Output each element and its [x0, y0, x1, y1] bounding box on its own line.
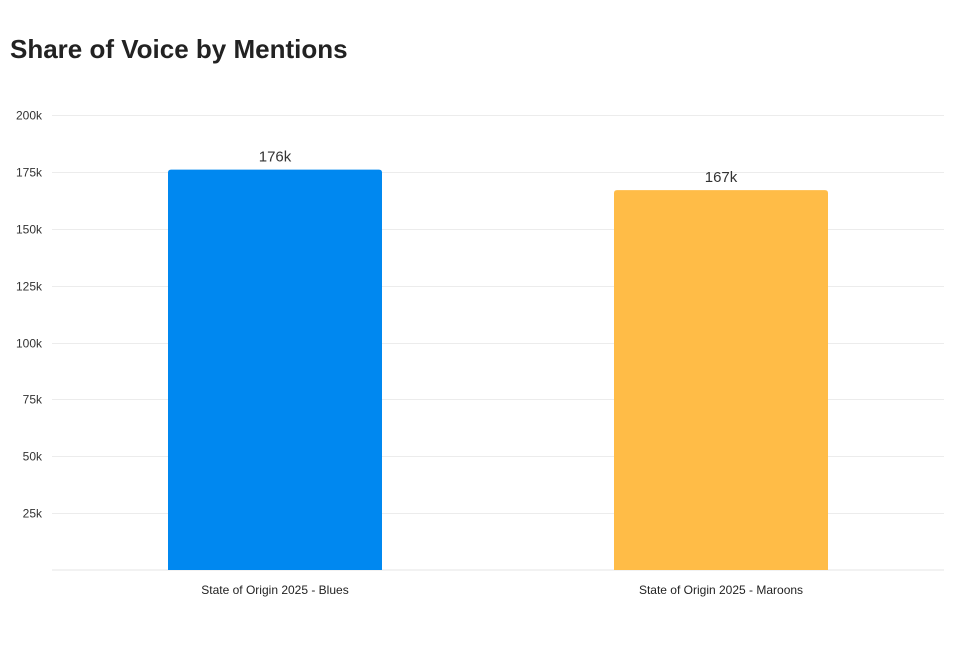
- bar[interactable]: [614, 190, 828, 570]
- x-category-label: State of Origin 2025 - Blues: [201, 583, 348, 597]
- y-tick-label: 200k: [16, 109, 43, 123]
- bars: [168, 169, 828, 570]
- chart-title: Share of Voice by Mentions: [10, 34, 348, 64]
- y-tick-label: 175k: [16, 166, 43, 180]
- y-tick-label: 25k: [23, 507, 43, 521]
- bar[interactable]: [168, 169, 382, 570]
- y-tick-label: 125k: [16, 280, 43, 294]
- x-axis-categories: State of Origin 2025 - Blues State of Ori…: [201, 583, 803, 597]
- y-tick-label: 100k: [16, 337, 43, 351]
- y-tick-label: 150k: [16, 223, 43, 237]
- x-category-label: State of Origin 2025 - Maroons: [639, 583, 803, 597]
- y-tick-label: 75k: [23, 393, 43, 407]
- data-label: 167k: [705, 169, 738, 186]
- data-labels: 176k 167k: [259, 149, 738, 186]
- data-label: 176k: [259, 149, 292, 166]
- y-axis-ticks: 25k 50k 75k 100k 125k 150k 175k 200k: [16, 109, 43, 521]
- y-tick-label: 50k: [23, 450, 43, 464]
